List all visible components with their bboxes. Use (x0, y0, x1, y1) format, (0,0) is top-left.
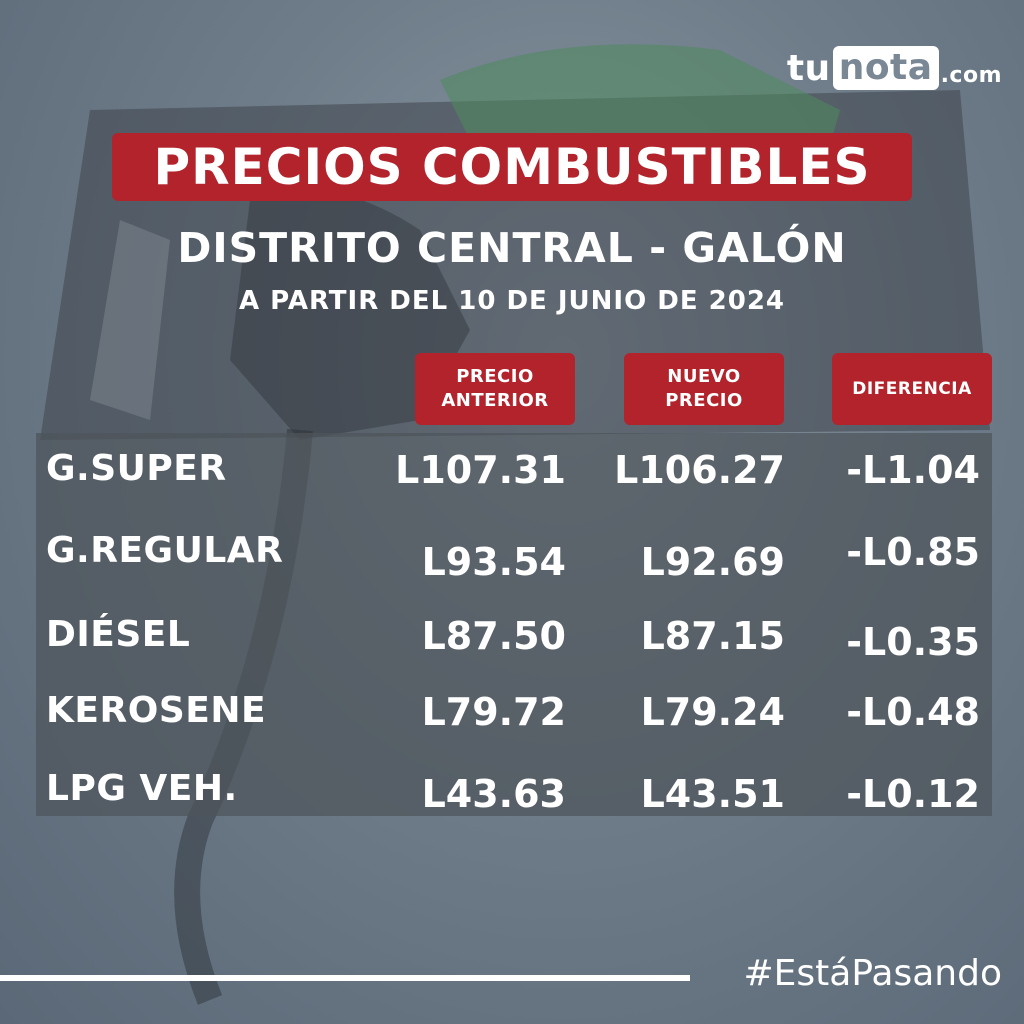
price-difference: -L0.48 (846, 690, 980, 734)
new-price: L87.15 (640, 614, 785, 658)
header-new-price: NUEVO PRECIO (624, 353, 784, 425)
table-row: KEROSENE L79.72 L79.24 -L0.48 (0, 690, 1024, 760)
footer-divider (0, 975, 690, 981)
header-previous-price: PRECIO ANTERIOR (415, 353, 575, 425)
table-row: LPG VEH. L43.63 L43.51 -L0.12 (0, 768, 1024, 838)
header-previous-line1: PRECIO (456, 366, 534, 387)
header-new-line1: NUEVO (667, 366, 741, 387)
effective-date: A PARTIR DEL 10 DE JUNIO DE 2024 (238, 286, 786, 316)
previous-price: L43.63 (421, 772, 566, 816)
table-row: DIÉSEL L87.50 L87.15 -L0.35 (0, 614, 1024, 684)
price-difference: -L1.04 (846, 448, 980, 492)
header-previous-line2: ANTERIOR (441, 390, 549, 411)
price-table (36, 433, 992, 816)
new-price: L79.24 (640, 690, 785, 734)
fuel-name: DIÉSEL (46, 614, 191, 655)
new-price: L43.51 (640, 772, 785, 816)
hashtag: #EstáPasando (743, 953, 1002, 994)
new-price: L106.27 (614, 448, 785, 492)
new-price: L92.69 (640, 540, 785, 584)
previous-price: L93.54 (421, 540, 566, 584)
fuel-name: G.REGULAR (46, 530, 284, 571)
page-title: PRECIOS COMBUSTIBLES (112, 133, 912, 201)
previous-price: L79.72 (421, 690, 566, 734)
price-difference: -L0.85 (846, 530, 980, 574)
fuel-name: G.SUPER (46, 448, 227, 489)
price-difference: -L0.35 (846, 620, 980, 664)
fuel-name: LPG VEH. (46, 768, 238, 809)
logo-com: .com (940, 63, 1002, 88)
table-row: G.SUPER L107.31 L106.27 -L1.04 (0, 448, 1024, 518)
brand-logo: tu nota .com (787, 46, 1002, 90)
table-row: G.REGULAR L93.54 L92.69 -L0.85 (0, 530, 1024, 600)
previous-price: L87.50 (421, 614, 566, 658)
previous-price: L107.31 (395, 448, 566, 492)
subtitle: DISTRITO CENTRAL - GALÓN (177, 224, 847, 272)
fuel-name: KEROSENE (46, 690, 267, 731)
header-new-line2: PRECIO (665, 390, 743, 411)
header-difference: DIFERENCIA (832, 353, 992, 425)
price-difference: -L0.12 (846, 772, 980, 816)
logo-nota: nota (832, 46, 939, 90)
logo-tu: tu (786, 47, 831, 89)
